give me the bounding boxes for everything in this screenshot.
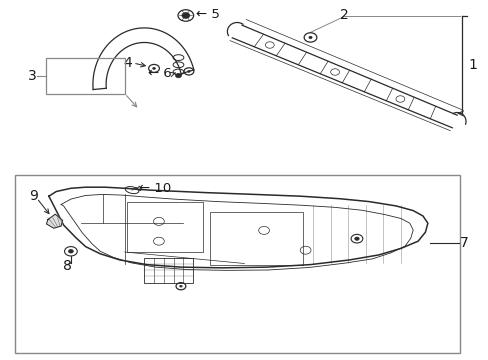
Circle shape (175, 73, 181, 78)
Bar (127, 202, 203, 252)
Text: 4: 4 (123, 56, 132, 70)
Text: 2: 2 (340, 9, 348, 22)
Circle shape (68, 249, 73, 253)
Text: 1: 1 (468, 58, 476, 72)
Bar (15, 175, 459, 353)
Circle shape (354, 237, 359, 240)
Text: ← 5: ← 5 (195, 8, 219, 21)
Text: 7: 7 (459, 236, 468, 250)
Text: ← 6: ← 6 (148, 67, 172, 80)
Text: 9: 9 (29, 189, 38, 203)
Polygon shape (46, 214, 62, 228)
Text: 3: 3 (28, 69, 37, 83)
Circle shape (180, 285, 182, 287)
Bar (144, 258, 193, 283)
Circle shape (187, 71, 190, 72)
Bar (210, 212, 303, 265)
Circle shape (152, 67, 155, 69)
Text: 8: 8 (63, 259, 72, 273)
Circle shape (182, 13, 189, 18)
Text: ← 10: ← 10 (139, 182, 171, 195)
Bar (46, 58, 124, 94)
Circle shape (308, 36, 311, 39)
